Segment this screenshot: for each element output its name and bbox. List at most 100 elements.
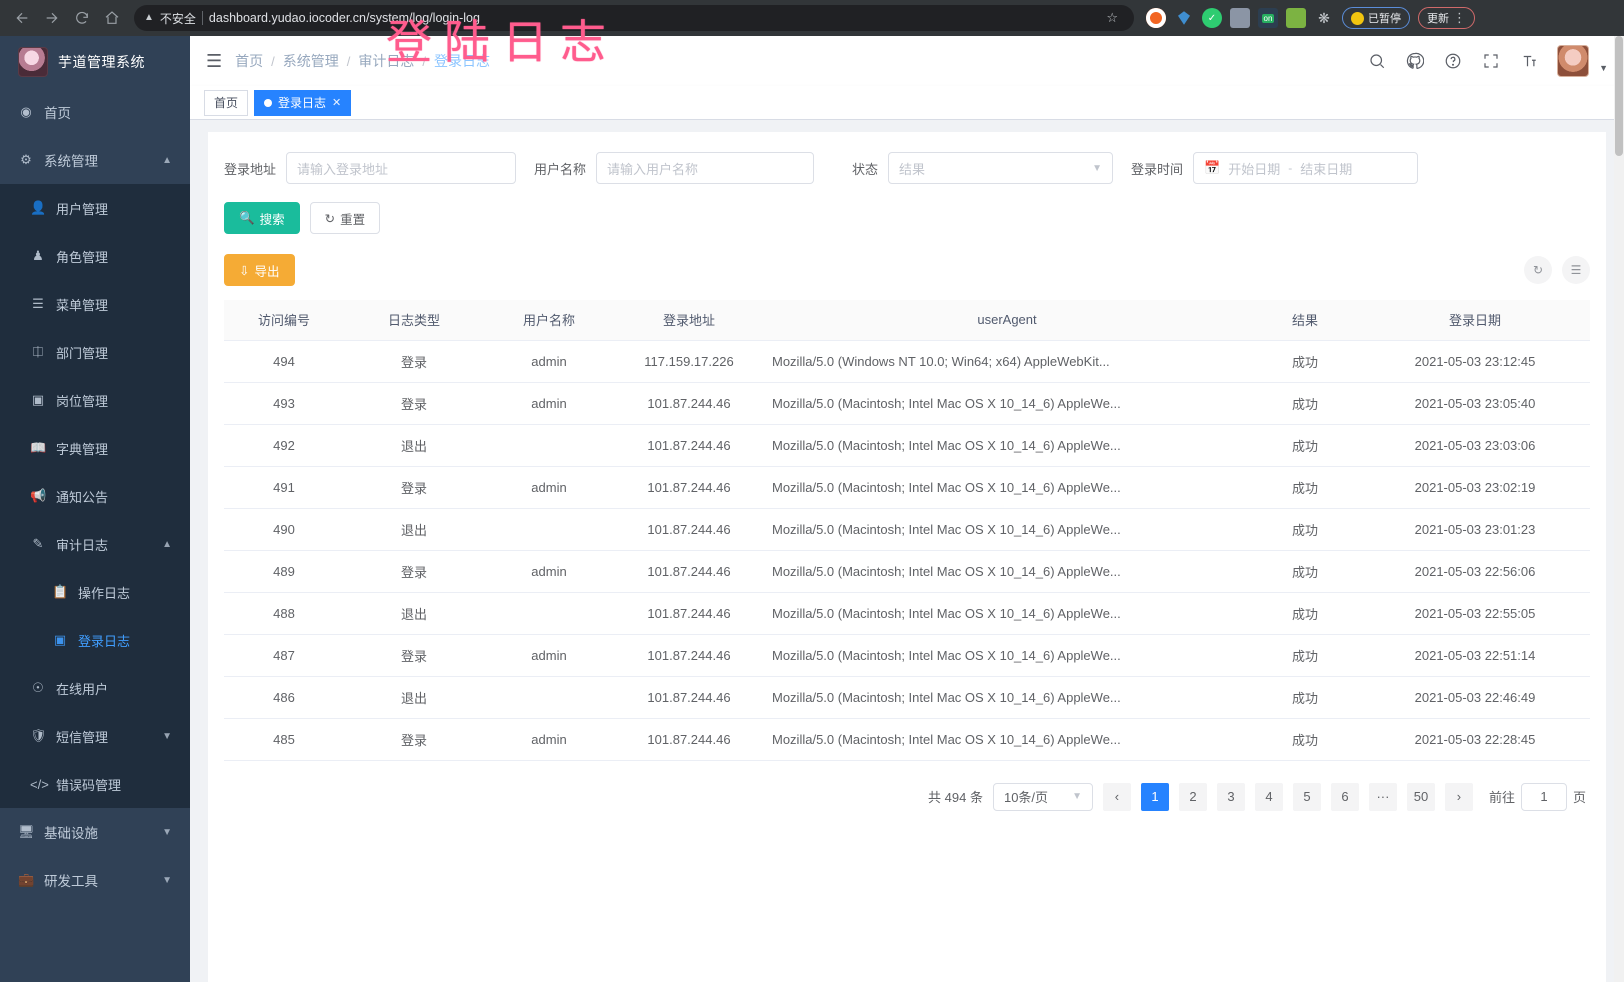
jump-input[interactable]: 1 [1520,782,1567,811]
cell-addr: 117.159.17.226 [614,340,764,383]
close-icon[interactable]: ✕ [332,97,342,109]
cell-date: 2021-05-03 22:46:49 [1360,676,1590,719]
puzzle-extension-icon[interactable]: ❋ [1318,9,1330,26]
pagination-page-5[interactable]: 5 [1292,782,1321,811]
table-row[interactable]: 493 登录 admin 101.87.244.46 Mozilla/5.0 (Maci… [224,382,1590,425]
main-area: ☰ 首页 / 系统管理 / 审计日志 / 登录日志 [190,36,1624,982]
table-row[interactable]: 489 登录 admin 101.87.244.46 Mozilla/5.0 (Maci… [224,550,1590,593]
update-label: 更新 [1427,13,1449,25]
on-badge-extension-icon[interactable]: on [1258,8,1278,28]
breadcrumb-item-audit[interactable]: 审计日志 [358,53,415,69]
page-size-select[interactable]: 10条/页 ▼ [992,782,1093,811]
blue-diamond-extension-icon[interactable] [1174,8,1194,28]
chevron-down-icon[interactable]: ▼ [1599,63,1608,73]
update-pill[interactable]: 更新 ⋮ [1418,7,1475,29]
reset-button-label: 重置 [340,212,366,227]
pagination-page-···[interactable]: ··· [1368,782,1397,811]
sidebar-item-operation-log[interactable]: 📋 操作日志 [0,568,190,616]
tab-login-log[interactable]: 登录日志 ✕ [254,89,352,116]
table-row[interactable]: 488 退出 101.87.244.46 Mozilla/5.0 (Macintosh… [224,592,1590,635]
sidebar-item-dev-tools[interactable]: 💼 研发工具 ▼ [0,856,190,904]
sidebar-item-error-code[interactable]: </> 错误码管理 [0,760,190,808]
avatar[interactable] [1557,45,1590,77]
fullscreen-icon[interactable] [1481,51,1501,71]
paused-pill[interactable]: 已暂停 [1342,7,1410,29]
table-row[interactable]: 485 登录 admin 101.87.244.46 Mozilla/5.0 (Maci… [224,718,1590,761]
sidebar-item-menus[interactable]: ☰ 菜单管理 [0,280,190,328]
brand[interactable]: 芋道管理系统 [0,36,190,88]
column-header-id[interactable]: 访问编号 [224,300,344,341]
orange-ring-extension-icon[interactable] [1146,8,1166,28]
pagination-prev[interactable]: ‹ [1102,782,1131,811]
sidebar-item-users[interactable]: 👤 用户管理 [0,184,190,232]
hamburger-icon[interactable]: ☰ [206,50,222,71]
star-icon[interactable]: ☆ [1106,10,1118,25]
notes-extension-icon[interactable] [1230,8,1250,28]
pagination-next[interactable]: › [1444,782,1473,811]
sidebar-item-online-users[interactable]: ☉ 在线用户 [0,664,190,712]
column-header-user[interactable]: 用户名称 [484,300,614,341]
table-row[interactable]: 491 登录 admin 101.87.244.46 Mozilla/5.0 (Maci… [224,466,1590,509]
login-address-input[interactable]: 请输入登录地址 [286,152,517,184]
table-row[interactable]: 492 退出 101.87.244.46 Mozilla/5.0 (Macintosh… [224,424,1590,467]
github-icon[interactable] [1405,51,1425,71]
breadcrumb-item-system[interactable]: 系统管理 [282,53,339,69]
column-header-result[interactable]: 结果 [1250,300,1360,341]
cell-id: 491 [224,466,344,509]
pagination-page-6[interactable]: 6 [1330,782,1359,811]
search-icon[interactable] [1367,51,1387,71]
reset-button[interactable]: ↻ 重置 [309,202,381,234]
pagination-page-2[interactable]: 2 [1178,782,1207,811]
forward-arrow-icon[interactable] [38,4,66,32]
column-header-date[interactable]: 登录日期 [1360,300,1590,341]
page-scrollbar[interactable] [1614,36,1624,982]
column-header-addr[interactable]: 登录地址 [614,300,764,341]
sidebar-item-dictionary[interactable]: 📖 字典管理 [0,424,190,472]
pagination-page-50[interactable]: 50 [1406,782,1435,811]
green-check-extension-icon[interactable]: ✓ [1202,8,1222,28]
sidebar-item-system[interactable]: ⚙ 系统管理 ▲ [0,136,190,184]
sidebar-item-login-log[interactable]: ▣ 登录日志 [0,616,190,664]
login-time-daterange[interactable]: 📅 开始日期 - 结束日期 [1193,152,1419,184]
columns-icon[interactable]: ☰ [1562,256,1590,284]
sidebar-item-sms[interactable]: 🛡 短信管理 ▼ [0,712,190,760]
font-size-icon[interactable] [1519,51,1539,71]
pagination-page-3[interactable]: 3 [1216,782,1245,811]
back-arrow-icon[interactable] [8,4,36,32]
chevron-down-icon: ▼ [1092,162,1103,174]
kebab-menu-icon[interactable]: ⋮ [1453,10,1466,25]
green-pin-extension-icon[interactable] [1286,8,1306,28]
cell-id: 489 [224,550,344,593]
sidebar-item-notices[interactable]: 📢 通知公告 [0,472,190,520]
cell-id: 485 [224,718,344,761]
breadcrumb-item-home[interactable]: 首页 [235,53,264,69]
home-icon[interactable] [98,4,126,32]
pagination-page-1[interactable]: 1 [1140,782,1169,811]
column-header-ua[interactable]: userAgent [764,300,1250,341]
cell-ua: Mozilla/5.0 (Macintosh; Intel Mac OS X 1… [764,676,1250,719]
help-icon[interactable] [1443,51,1463,71]
sidebar-item-departments[interactable]: ⎅ 部门管理 [0,328,190,376]
table-row[interactable]: 487 登录 admin 101.87.244.46 Mozilla/5.0 (Maci… [224,634,1590,677]
sidebar-item-home[interactable]: ◉ 首页 [0,88,190,136]
search-button[interactable]: 🔍 搜索 [224,202,300,234]
refresh-icon[interactable]: ↻ [1524,256,1552,284]
column-header-type[interactable]: 日志类型 [344,300,484,341]
status-select[interactable]: 结果 ▼ [888,152,1114,184]
sidebar-item-roles[interactable]: ♟ 角色管理 [0,232,190,280]
sidebar-item-infrastructure[interactable]: 🖥 基础设施 ▼ [0,808,190,856]
dashboard-icon: ◉ [20,104,32,119]
username-input[interactable]: 请输入用户名称 [596,152,815,184]
address-bar[interactable]: ▲ 不安全 dashboard.yudao.iocoder.cn/system/… [134,5,1134,31]
cell-user [484,676,614,719]
table-row[interactable]: 494 登录 admin 117.159.17.226 Mozilla/5.0 (Win… [224,340,1590,383]
pagination-page-4[interactable]: 4 [1254,782,1283,811]
sidebar-item-audit-log[interactable]: ✎ 审计日志 ▲ [0,520,190,568]
table-row[interactable]: 486 退出 101.87.244.46 Mozilla/5.0 (Macintosh… [224,676,1590,719]
reload-icon[interactable] [68,4,96,32]
table-row[interactable]: 490 退出 101.87.244.46 Mozilla/5.0 (Macintosh… [224,508,1590,551]
export-button[interactable]: ⇩ 导出 [224,254,295,286]
scrollbar-thumb[interactable] [1615,36,1623,156]
tab-home[interactable]: 首页 [204,89,249,116]
sidebar-item-posts[interactable]: ▣ 岗位管理 [0,376,190,424]
